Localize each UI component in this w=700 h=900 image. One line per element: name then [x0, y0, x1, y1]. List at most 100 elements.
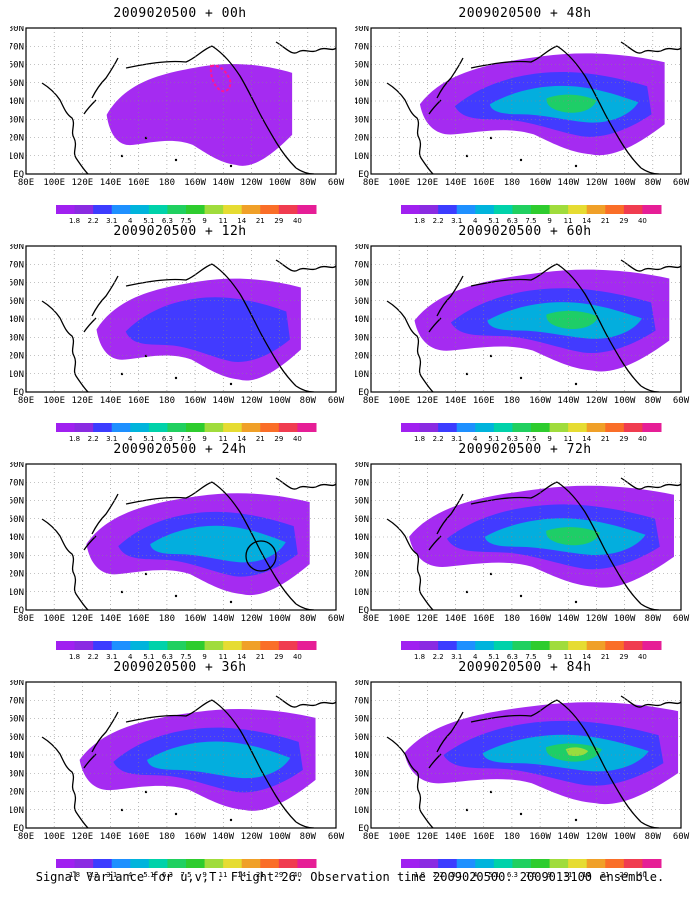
colorbar-swatch [167, 859, 187, 868]
colorbar-label: 14 [237, 435, 246, 443]
map-panel-72h: 2009020500 + 72h 80N 70N 60N 50N 40N 30N 20N 10… [355, 442, 695, 661]
colorbar-label: 3.1 [451, 435, 462, 443]
lon-label: 80W [300, 178, 317, 188]
colorbar-swatch [419, 641, 439, 650]
lon-label: 60W [673, 832, 690, 842]
colorbar-swatch [297, 641, 317, 650]
island [229, 382, 233, 386]
colorbar-swatch [74, 205, 94, 214]
lon-label: 120W [241, 396, 263, 406]
island [519, 376, 523, 380]
lat-label: 20N [10, 788, 24, 798]
lat-label: 50N [355, 733, 369, 743]
observation-contour [209, 64, 232, 93]
colorbar-label: 6.3 [507, 653, 518, 661]
lon-label: 160W [529, 832, 551, 842]
coastline [275, 695, 336, 708]
colorbar-label: 40 [293, 435, 302, 443]
colorbar-label: 40 [293, 871, 302, 879]
lon-label: 100E [43, 178, 65, 188]
colorbar-label: 4 [128, 435, 133, 443]
coastline [211, 263, 297, 387]
variance-map: 80N 70N 60N 50N 40N 30N 20N 10N EQ 80E 100E 120E 140… [10, 462, 350, 642]
map-panel-12h: 2009020500 + 12h 80N 70N 60N 50N 40N 30N 20N 10… [10, 224, 350, 443]
colorbar-swatch [241, 859, 261, 868]
lon-label: 100W [614, 396, 636, 406]
variance-map: 80N 70N 60N 50N 40N 30N 20N 10N EQ 80E 100E 120E 140… [355, 26, 695, 206]
map-frame [370, 681, 682, 829]
lat-label: 40N [355, 533, 369, 543]
panel-title: 2009020500 + 60h [458, 224, 592, 239]
variance-region [546, 310, 599, 329]
island [174, 376, 178, 380]
colorbar-label: 40 [638, 217, 647, 225]
lat-label: EQ [358, 606, 369, 616]
colorbar-swatch [278, 205, 298, 214]
colorbar-swatch [93, 859, 113, 868]
colorbar-swatch [278, 859, 298, 868]
lon-label: 100W [614, 614, 636, 624]
lon-label: 120E [417, 832, 439, 842]
island [174, 158, 178, 162]
colorbar-label: 3.1 [451, 217, 462, 225]
map-frame [25, 27, 337, 175]
coastline [211, 45, 297, 169]
colorbar-label: 4 [128, 871, 133, 879]
colorbar-label: 7.5 [180, 217, 191, 225]
colorbar-label: 6.3 [162, 653, 173, 661]
lat-label: 70N [355, 478, 369, 488]
colorbar-label: 5.1 [143, 653, 154, 661]
colorbar-swatch [93, 205, 113, 214]
colorbar-label: 2.2 [433, 653, 444, 661]
colorbar-swatch [74, 641, 94, 650]
colorbar-svg: 1.8 2.2 3.1 4 5.1 6.3 7.5 9 11 14 21 29 40 [401, 641, 662, 661]
colorbar-swatch [111, 859, 131, 868]
colorbar-label: 1.8 [414, 435, 425, 443]
lon-label: 140E [100, 178, 122, 188]
lon-label: 100E [388, 396, 410, 406]
coastline [556, 699, 642, 823]
colorbar: 1.8 2.2 3.1 4 5.1 6.3 7.5 9 11 14 21 29 40 [355, 419, 695, 449]
colorbar-label: 6.3 [507, 217, 518, 225]
colorbar-swatch [642, 641, 662, 650]
colorbar-label: 21 [256, 435, 265, 443]
lon-label: 180 [504, 832, 520, 842]
colorbar-label: 29 [274, 217, 283, 225]
colorbar-label: 11 [219, 653, 228, 661]
colorbar-label: 1.8 [69, 217, 80, 225]
colorbar-swatch [419, 205, 439, 214]
colorbar-label: 21 [601, 435, 610, 443]
lat-label: 20N [355, 352, 369, 362]
coastline [640, 821, 660, 828]
coastline [470, 481, 558, 505]
colorbar-swatch [512, 859, 532, 868]
colorbar-swatch [401, 859, 421, 868]
colorbar-swatch [74, 423, 94, 432]
colorbar: 1.8 2.2 3.1 4 5.1 6.3 7.5 9 11 14 21 29 40 [355, 637, 695, 667]
colorbar-swatch [568, 205, 588, 214]
colorbar-swatch [605, 641, 625, 650]
colorbar-swatch [223, 641, 243, 650]
colorbar-swatch [186, 859, 206, 868]
lat-label: 30N [355, 333, 369, 343]
colorbar-label: 29 [274, 435, 283, 443]
coastline [470, 45, 558, 69]
lon-label: 140E [445, 178, 467, 188]
lat-label: 80N [355, 26, 369, 34]
colorbar-label: 7.5 [525, 435, 536, 443]
colorbar-label: 1.8 [69, 653, 80, 661]
island [174, 594, 178, 598]
variance-region [546, 527, 601, 546]
lat-label: 50N [355, 515, 369, 525]
colorbar-swatch [586, 641, 606, 650]
colorbar-label: 5.1 [143, 217, 154, 225]
colorbar-swatch [167, 205, 187, 214]
island [144, 572, 148, 576]
target-circle [245, 540, 277, 572]
lat-label: EQ [13, 170, 24, 180]
lon-label: 140W [557, 614, 579, 624]
lon-label: 120E [417, 178, 439, 188]
